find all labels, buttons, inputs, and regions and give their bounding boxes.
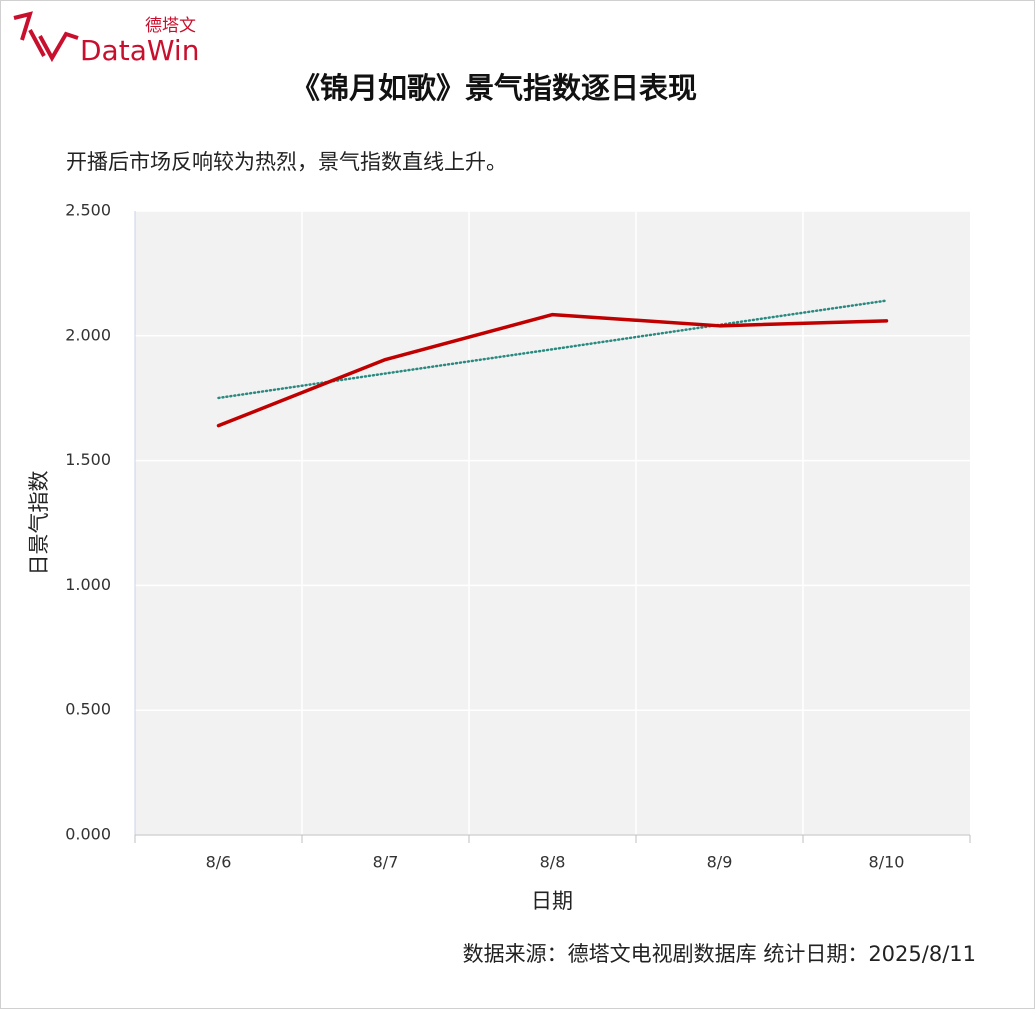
logo-icon [13, 11, 79, 63]
logo-brand: DataWin [80, 34, 199, 67]
y-tick-label: 1.000 [65, 575, 111, 594]
x-tick-label: 8/10 [869, 853, 905, 872]
y-tick-label: 0.000 [65, 825, 111, 844]
line-series [216, 312, 889, 428]
x-tick-label: 8/9 [707, 853, 733, 872]
y-tick-label: 2.500 [65, 201, 111, 220]
y-tick-label: 2.000 [65, 325, 111, 344]
y-tick-label: 0.500 [65, 700, 111, 719]
plot-area [135, 211, 970, 835]
y-tick-label: 1.500 [65, 450, 111, 469]
x-tick-label: 8/7 [373, 853, 399, 872]
y-axis-label: 日景气指数 [27, 471, 51, 576]
x-tick-label: 8/8 [540, 853, 566, 872]
chart-subtitle: 开播后市场反响较为热烈，景气指数直线上升。 [66, 150, 507, 174]
x-axis-label: 日期 [531, 889, 573, 913]
x-tick-label: 8/6 [206, 853, 232, 872]
logo-brand-cn: 德塔文 [145, 16, 196, 36]
source-note: 数据来源：德塔文电视剧数据库 统计日期：2025/8/11 [463, 942, 976, 966]
chart-title: 《锦月如歌》景气指数逐日表现 [291, 71, 697, 105]
